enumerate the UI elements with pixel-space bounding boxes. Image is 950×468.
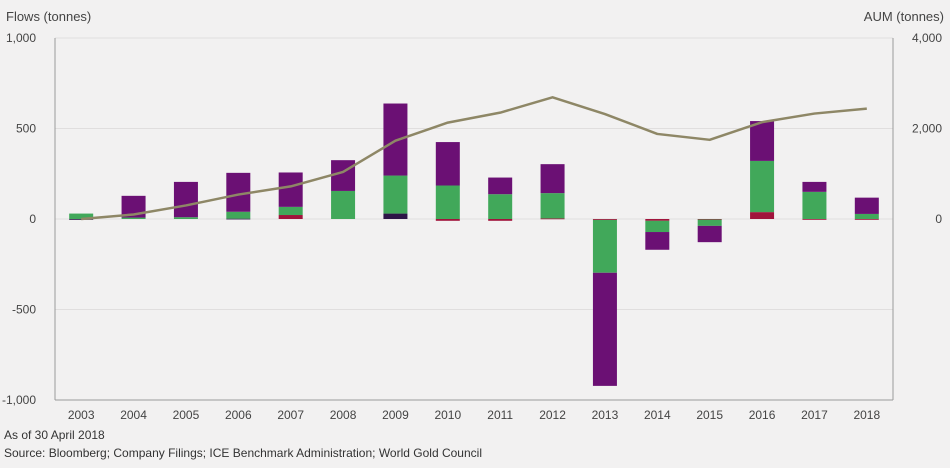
x-tick-label: 2008 [330,408,357,422]
bar-segment [750,160,775,213]
bar-segment [331,160,356,191]
aum-line [81,96,867,221]
bar-segment [540,164,565,194]
y-left-tick-label: -1,000 [2,393,36,407]
bar-segment [69,213,94,219]
x-tick-label: 2007 [277,408,304,422]
bar-segment [121,217,146,219]
bar-segment [278,215,303,219]
bar-segment [435,142,460,186]
x-tick-label: 2010 [434,408,461,422]
bar-segment [331,190,356,219]
bar-segment [645,219,670,221]
bar-segment [540,218,565,220]
bar-segment [435,185,460,219]
bar-segment [750,121,775,161]
bar-segment [802,191,827,219]
x-tick-label: 2016 [749,408,776,422]
bar-segment [488,219,513,221]
x-tick-label: 2012 [539,408,566,422]
y-left-tick-label: -500 [12,303,36,317]
bar-segment [226,218,251,220]
y-right-tick-label: 4,000 [912,31,942,45]
x-tick-label: 2014 [644,408,671,422]
bar-segment [226,211,251,219]
x-tick-label: 2003 [68,408,95,422]
bar-segment [278,172,303,207]
x-tick-label: 2005 [173,408,200,422]
y-axis-left-title: Flows (tonnes) [6,9,92,24]
y-left-tick-label: 0 [29,212,36,226]
bar-segment [854,213,879,219]
x-tick-label: 2006 [225,408,252,422]
x-tick-label: 2009 [382,408,409,422]
bar-segment [69,219,94,220]
bar-segment [802,181,827,192]
bar-segment [592,219,617,273]
bar-segment [697,225,722,243]
bar-segment [645,220,670,233]
y-right-tick-label: 0 [935,212,942,226]
bar-segment [173,181,198,218]
x-tick-label: 2013 [592,408,619,422]
bar-segment [488,194,513,219]
bar-segment [488,177,513,195]
bar-segment [592,219,617,220]
bar-segment [278,206,303,216]
bar-segment [592,272,617,386]
y-left-tick-label: 1,000 [6,31,36,45]
chart: -1,000 -500 0 500 1,000 0 2,000 4,000 2003 2004 20… [2,31,942,422]
bar-segment [697,219,722,226]
bar-segment [854,219,879,220]
y-axis-right-title: AUM (tonnes) [863,9,944,24]
bar-segment [540,193,565,219]
x-tick-label: 2018 [853,408,880,422]
x-tick-label: 2015 [696,408,723,422]
bar-segment [802,219,827,220]
bar-segment [750,212,775,219]
x-tick-label: 2011 [487,408,513,422]
bar-segment [121,195,146,218]
bar-segment [383,175,408,214]
bar-segment [383,213,408,219]
y-right-tick-label: 2,000 [912,122,942,136]
x-tick-label: 2004 [120,408,147,422]
bar-segment [697,219,722,220]
chart-source: Source: Bloomberg; Company Filings; ICE … [4,446,482,460]
bar-segment [645,232,670,250]
bar-segment [435,219,460,221]
x-tick-label: 2017 [801,408,828,422]
bar-segment [854,197,879,214]
bar-segment [173,217,198,219]
y-left-tick-label: 500 [16,122,36,136]
chart-note: As of 30 April 2018 [4,428,105,442]
